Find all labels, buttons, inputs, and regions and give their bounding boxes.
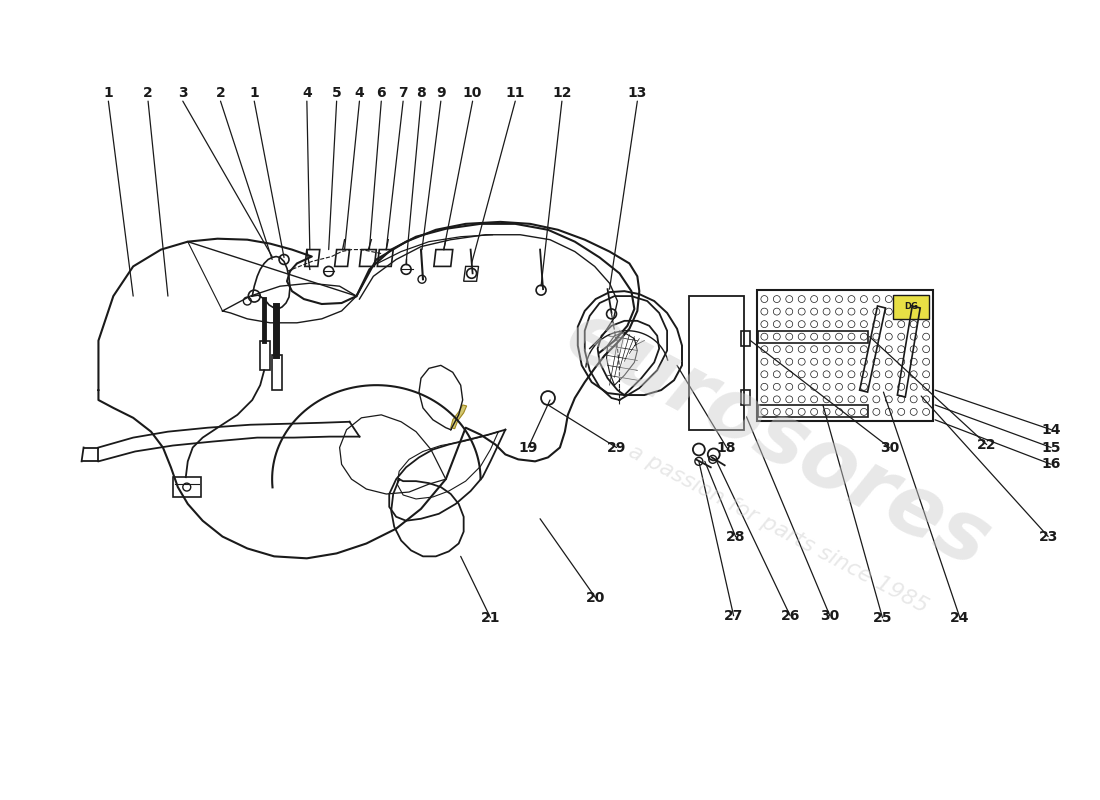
Text: 8: 8 — [416, 86, 426, 100]
Text: 16: 16 — [1042, 458, 1060, 471]
Text: 28: 28 — [726, 530, 746, 543]
Text: 13: 13 — [628, 86, 647, 100]
Text: 11: 11 — [506, 86, 525, 100]
Text: DG: DG — [904, 302, 918, 311]
Text: 4: 4 — [354, 86, 364, 100]
Text: 29: 29 — [607, 441, 626, 454]
Text: 24: 24 — [950, 610, 969, 625]
Text: 15: 15 — [1042, 441, 1060, 454]
Text: 26: 26 — [781, 609, 800, 622]
Text: 1: 1 — [250, 86, 260, 100]
Text: 18: 18 — [717, 441, 736, 454]
Text: 21: 21 — [481, 610, 500, 625]
Text: 6: 6 — [376, 86, 386, 100]
Text: 9: 9 — [436, 86, 446, 100]
Text: 14: 14 — [1042, 422, 1060, 437]
Text: 1: 1 — [103, 86, 113, 100]
Text: 3: 3 — [178, 86, 188, 100]
Text: 25: 25 — [872, 610, 892, 625]
Text: 20: 20 — [586, 591, 605, 605]
Text: 7: 7 — [398, 86, 408, 100]
Text: 4: 4 — [302, 86, 311, 100]
Text: 27: 27 — [724, 609, 744, 622]
Text: a passion for parts since 1985: a passion for parts since 1985 — [625, 441, 932, 617]
FancyBboxPatch shape — [893, 295, 930, 319]
Text: 2: 2 — [216, 86, 225, 100]
Text: 30: 30 — [821, 609, 839, 622]
Text: 2: 2 — [143, 86, 153, 100]
Text: 12: 12 — [552, 86, 572, 100]
Text: 23: 23 — [1038, 530, 1058, 543]
Text: 30: 30 — [880, 441, 899, 454]
Text: 5: 5 — [332, 86, 341, 100]
Text: 10: 10 — [463, 86, 482, 100]
Text: eurosores: eurosores — [552, 294, 1004, 586]
Text: 19: 19 — [518, 441, 538, 454]
Polygon shape — [451, 405, 466, 429]
Text: 22: 22 — [977, 438, 997, 451]
